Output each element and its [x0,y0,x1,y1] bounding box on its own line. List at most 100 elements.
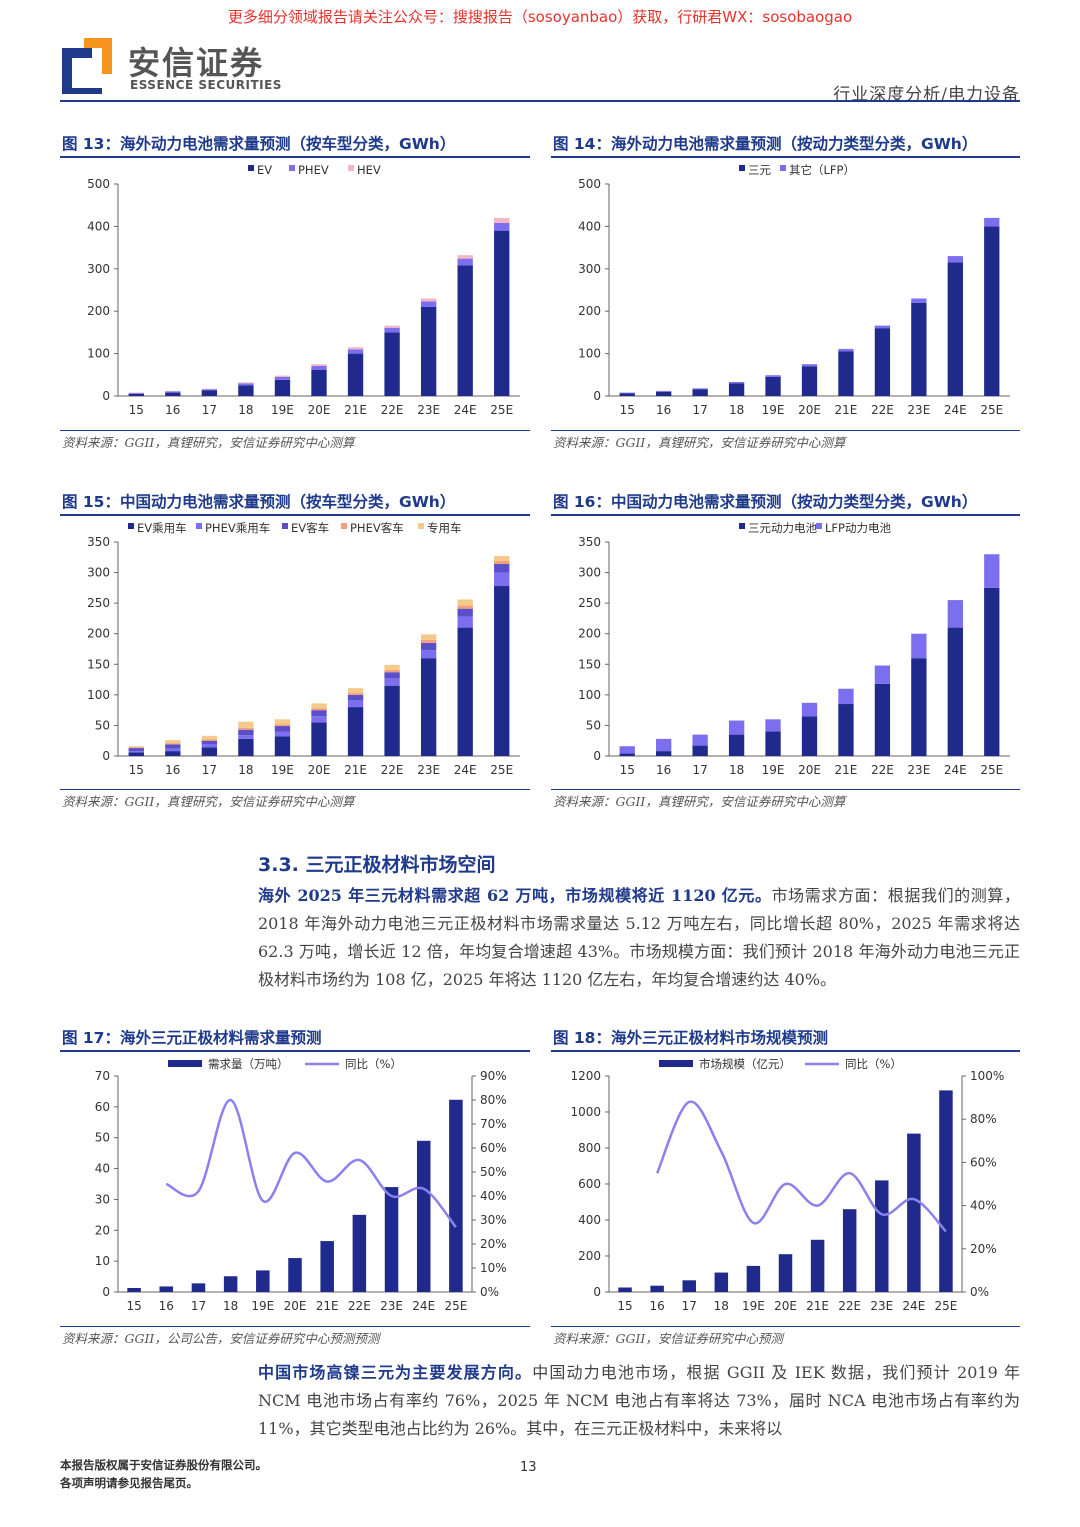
y-tick-label: 100 [578,688,601,702]
y-tick-label: 0 [593,389,601,403]
bar-EV乘用车-16 [165,751,181,756]
bar-EV-19E [274,379,291,396]
bar-专用车-22E [384,664,400,670]
bar-17 [682,1280,696,1292]
bar-专用车-21E [347,688,364,694]
bar-PHEV客车-22E [384,669,400,673]
x-tick-label: 21E [806,1299,829,1313]
bar-HEV-21E [347,347,364,350]
x-tick-label: 21E [835,403,858,417]
x-tick-label: 17 [692,763,707,777]
fig16-rule [551,514,1020,516]
legend-swatch [196,523,202,529]
bar-PHEV客车-17 [201,739,218,741]
y-tick-label: 100 [87,347,110,361]
bar-EV乘用车-25E [494,586,510,756]
bar-PHEV客车-24E [457,605,473,609]
legend-三元: 三元 [739,163,771,177]
bar-EV-15 [128,393,144,396]
legend-label: PHEV乘用车 [205,521,270,535]
legend-swatch [248,165,254,171]
bar-EV客车-16 [165,744,181,749]
y-tick-label: 20 [95,1223,110,1237]
bar-PHEV客车-16 [165,743,181,745]
y2-tick-label: 0% [970,1285,989,1299]
bar-PHEV乘用车-21E [347,700,364,708]
bar-其它（LFP）-19E [765,375,781,377]
x-tick-label: 19E [762,763,785,777]
bar-EV-18 [238,385,254,396]
bar-EV-21E [347,353,364,396]
bar-24E [416,1140,431,1292]
paragraph-1: 海外 2025 年三元材料需求超 62 万吨，市场规模将近 1120 亿元。市场… [258,882,1020,994]
x-tick-label: 24E [944,763,967,777]
bar-三元-15 [619,393,635,396]
fig17-chart: 0 10 20 30 40 50 60 70 0% 10% 20% 30% 40% 50% 60% 70% 80… [60,1054,530,1324]
bar-其它（LFP）-16 [656,390,672,392]
legend-EV乘用车: EV乘用车 [128,521,187,535]
y-tick-label: 150 [87,657,110,671]
x-tick-label: 23E [907,403,930,417]
bar-PHEV-16 [165,391,181,393]
x-tick-label: 24E [902,1299,925,1313]
fig16-title: 图 16：中国动力电池需求量预测（按动力类型分类，GWh） [553,493,978,511]
x-tick-label: 18 [714,1299,729,1313]
bar-专用车-20E [311,703,327,709]
y-tick-label: 300 [87,566,110,580]
y-tick-label: 150 [578,657,601,671]
bar-三元动力电池-25E [984,587,1000,756]
legend-EV: EV [248,163,272,177]
y-tick-label: 30 [95,1192,110,1206]
bar-EV客车-22E [384,672,400,679]
fig18-bottom-rule [551,1326,1020,1327]
bar-HEV-18 [238,382,254,384]
bar-专用车-23E [420,634,437,640]
y2-tick-label: 20% [480,1237,507,1251]
bar-三元-23E [911,302,927,396]
bar-15 [618,1287,632,1292]
bar-三元-25E [984,226,1000,396]
bar-EV-16 [165,392,181,396]
x-tick-label: 15 [620,763,635,777]
bar-PHEV-19E [274,376,291,380]
y-tick-label: 500 [578,177,601,191]
bar-EV客车-24E [457,608,473,617]
bar-EV客车-18 [238,729,254,736]
bar-16 [650,1285,664,1292]
x-tick-label: 23E [417,403,440,417]
y2-tick-label: 70% [480,1117,507,1131]
bar-专用车-19E [274,719,291,725]
bar-17 [191,1283,206,1292]
page-number: 13 [520,1460,537,1475]
bar-其它（LFP）-21E [838,348,854,352]
x-tick-label: 24E [454,763,477,777]
bar-EV乘用车-17 [201,747,218,756]
bar-三元-22E [874,328,891,396]
legend-label: EV乘用车 [137,521,187,535]
y-tick-label: 200 [578,627,601,641]
bar-专用车-25E [494,556,510,561]
x-tick-label: 19E [271,763,294,777]
fig17-bottom-rule [60,1326,530,1327]
legend-PHEV: PHEV [289,163,329,177]
bar-21E [320,1241,334,1292]
paragraph-2-lead: 中国市场高镍三元为主要发展方向。 [258,1363,533,1382]
legend-label: 其它（LFP） [789,163,855,177]
bar-PHEV-23E [420,301,437,307]
x-tick-label: 24E [454,403,477,417]
fig16-bottom-rule [551,789,1020,790]
fig14-chart: 0 100 200 300 400 500 15 16 17 18 19E 20E 21E 22E 23E 2… [551,160,1020,428]
y-tick-label: 50 [95,718,110,732]
x-tick-label: 23E [417,763,440,777]
bar-EV乘用车-22E [384,685,400,756]
bar-三元动力电池-20E [801,716,818,756]
legend-line: 同比（%） [305,1057,402,1071]
bar-LFP动力电池-16 [656,738,672,752]
y2-tick-label: 30% [480,1213,507,1227]
fig14-title: 图 14：海外动力电池需求量预测（按动力类型分类，GWh） [553,135,978,153]
bar-25E [939,1090,953,1292]
legend-swatch [168,1060,202,1067]
bar-LFP动力电池-20E [801,702,818,717]
bar-19E [256,1270,270,1292]
y-tick-label: 300 [578,566,601,580]
